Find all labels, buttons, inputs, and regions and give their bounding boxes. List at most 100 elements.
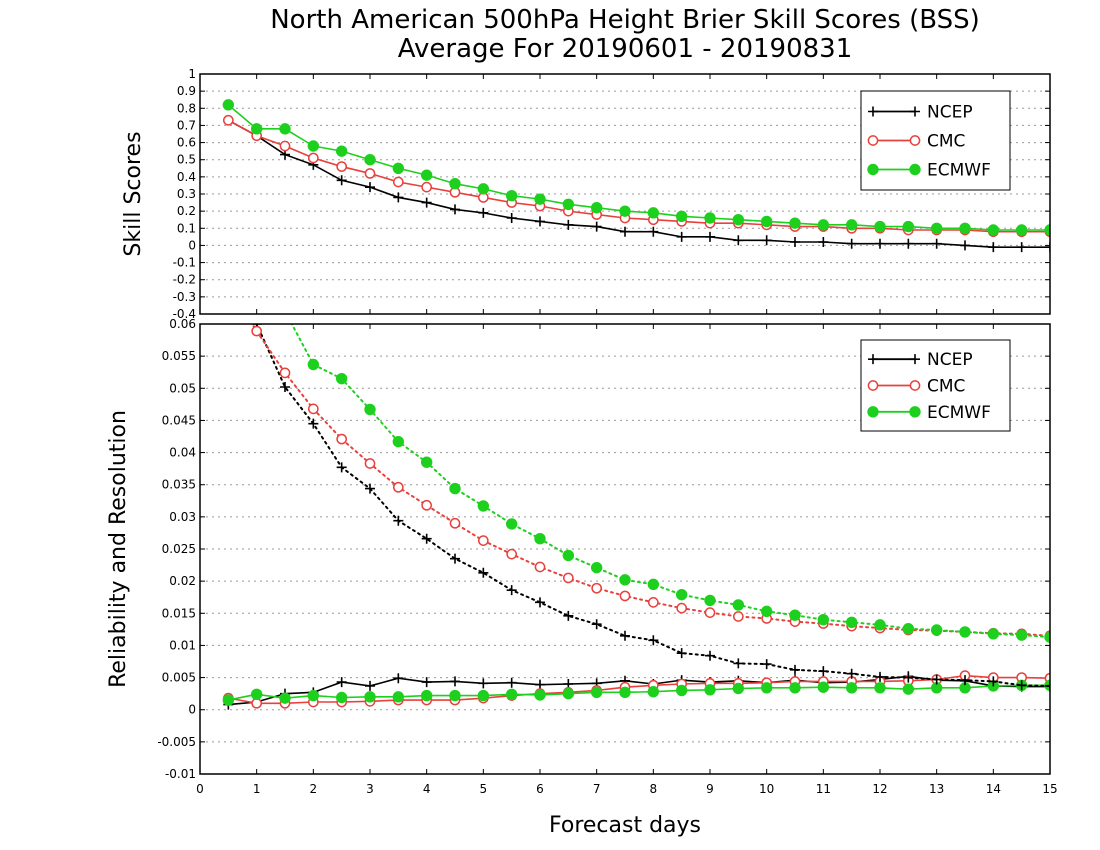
data-point-cmc <box>251 697 263 709</box>
y-tick-label: 0.025 <box>162 542 196 556</box>
y-tick-label: 0 <box>188 238 196 252</box>
data-point-ecmwf <box>987 628 1000 640</box>
data-point-ncep <box>393 515 404 526</box>
data-point-ecmwf <box>845 219 858 231</box>
y-tick-label: -0.4 <box>173 307 196 321</box>
data-point-ecmwf <box>590 686 603 699</box>
legend-marker-cmc <box>867 135 879 146</box>
data-point-ecmwf <box>874 220 886 233</box>
data-point-ncep <box>1016 680 1027 691</box>
x-tick-label: 8 <box>650 782 658 796</box>
series-line-ecmwf-dotted <box>290 324 1050 639</box>
data-point-cmc <box>364 458 376 469</box>
data-point-ecmwf <box>562 687 575 700</box>
data-point-cmc <box>704 607 716 618</box>
data-point-ncep <box>988 676 999 687</box>
data-point-ecmwf <box>789 682 801 694</box>
data-point-ecmwf <box>817 614 830 626</box>
data-point-ncep <box>1016 242 1027 253</box>
y-tick-label: 0.6 <box>177 136 196 150</box>
y-tick-label: 0.7 <box>177 118 196 132</box>
data-point-ncep <box>676 648 687 659</box>
data-point-ecmwf <box>675 210 688 222</box>
data-point-ncep <box>336 677 347 688</box>
y-tick-label: 0.8 <box>177 101 196 115</box>
data-point-ecmwf <box>250 688 263 700</box>
data-point-ncep <box>421 677 432 688</box>
plot-frame <box>199 323 1051 775</box>
data-point-ecmwf <box>477 183 490 195</box>
data-point-ncep <box>421 197 432 208</box>
data-point-ncep <box>535 216 545 227</box>
data-point-cmc <box>336 433 348 445</box>
data-point-ncep <box>818 666 829 677</box>
data-point-ecmwf <box>590 561 603 574</box>
data-point-ecmwf <box>1044 631 1050 643</box>
x-tick-label: 14 <box>986 782 1001 796</box>
data-point-ncep <box>591 221 602 232</box>
data-point-ncep <box>591 619 602 630</box>
data-point-ecmwf <box>902 683 915 695</box>
legend-label-cmc: CMC <box>927 132 965 152</box>
data-point-ecmwf <box>251 267 261 277</box>
data-point-ecmwf <box>817 681 830 693</box>
data-point-ecmwf <box>704 684 716 696</box>
skill-scores-panel: -0.4 -0.3 -0.2 -0.1 0 0.1 0.2 0.3 0.4 0.5 0.6 0.7 0.… <box>121 67 1051 321</box>
y-tick-label: 0.5 <box>177 153 196 167</box>
data-point-ncep <box>846 238 857 249</box>
y-tick-label: -0.005 <box>157 735 196 749</box>
y-tick-label: 0.2 <box>177 204 196 218</box>
data-point-ecmwf <box>902 623 915 635</box>
data-point-ecmwf <box>505 190 518 202</box>
y-tick-label: 0.01 <box>169 638 196 652</box>
data-point-ecmwf <box>420 169 433 181</box>
data-point-ecmwf <box>732 682 745 695</box>
data-point-ecmwf <box>647 686 660 698</box>
legend-marker-ecmwf <box>867 163 879 176</box>
y-tick-label: -0.01 <box>165 767 196 781</box>
legend-marker-ecmwf <box>909 163 921 176</box>
plot-frame <box>199 73 1051 315</box>
data-point-ecmwf <box>364 154 376 166</box>
data-point-ecmwf <box>647 578 660 591</box>
data-point-cmc <box>307 403 319 415</box>
data-point-ncep <box>223 287 233 297</box>
data-point-cmc <box>619 590 631 602</box>
data-point-cmc <box>562 572 574 584</box>
data-point-ecmwf <box>789 609 801 621</box>
data-point-ncep <box>478 678 489 689</box>
x-tick-label: 9 <box>706 782 714 796</box>
data-point-cmc <box>534 561 546 573</box>
x-tick-label: 11 <box>816 782 831 796</box>
data-point-cmc <box>647 597 659 608</box>
data-point-ncep <box>1045 680 1050 691</box>
data-point-ecmwf <box>675 588 688 601</box>
y-tick-label: -0.2 <box>173 273 196 287</box>
data-point-ecmwf <box>874 682 886 694</box>
data-point-cmc <box>279 140 291 152</box>
legend-marker-cmc <box>909 380 921 391</box>
data-point-ecmwf <box>760 682 773 694</box>
data-point-ncep <box>336 175 347 186</box>
y-tick-label: -0.1 <box>173 256 196 270</box>
x-tick-label: 12 <box>872 782 887 796</box>
data-point-ncep <box>846 668 857 679</box>
data-point-ncep <box>1045 242 1050 253</box>
data-point-ecmwf <box>562 198 575 210</box>
data-point-ncep <box>676 231 687 242</box>
data-point-ncep <box>563 219 574 230</box>
data-point-ecmwf <box>505 688 518 700</box>
legend-label-ecmwf: ECMWF <box>927 161 991 181</box>
data-point-ecmwf <box>590 202 603 214</box>
data-point-ecmwf <box>619 686 631 699</box>
data-point-ecmwf <box>902 220 915 233</box>
y-tick-label: -0.3 <box>173 290 196 304</box>
data-point-ncep <box>336 462 347 473</box>
data-point-ncep <box>535 597 545 608</box>
data-point-ncep <box>563 610 574 621</box>
y-tick-label: 1 <box>188 67 196 81</box>
chart-title-line2: Average For 20190601 - 20190831 <box>398 34 853 64</box>
x-tick-label: 7 <box>593 782 601 796</box>
data-point-ecmwf <box>959 626 971 638</box>
